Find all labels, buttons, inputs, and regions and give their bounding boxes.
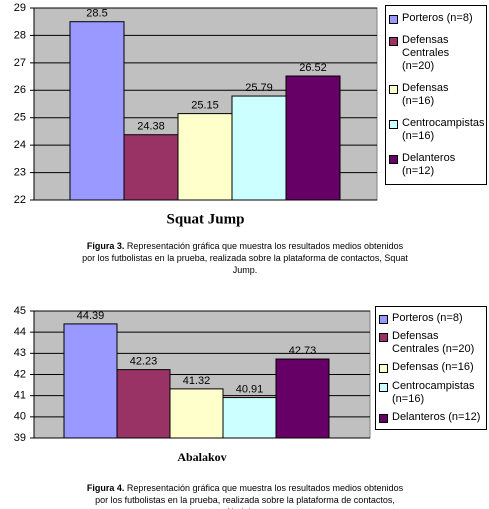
value-label: 42.73 [289, 345, 317, 357]
chart-title: Squat Jump [167, 211, 245, 227]
bar [231, 95, 287, 201]
legend-item: Centrocampistas (n=16) [389, 116, 485, 143]
legend-item: Porteros (n=8) [379, 312, 483, 325]
value-label: 44.39 [77, 310, 105, 322]
legend-swatch [389, 37, 398, 47]
value-label: 25.79 [245, 82, 273, 94]
value-label: 41.32 [183, 375, 211, 387]
legend-item: Delanteros (n=12) [379, 411, 483, 424]
legend-label: Centrocampistas (n=16) [392, 379, 475, 405]
y-tick-label: 45 [14, 305, 26, 317]
y-tick-label: 28 [14, 29, 26, 41]
y-tick-label: 42 [14, 368, 26, 380]
legend-item: Defensas Centrales (n=20) [379, 330, 483, 356]
value-label: 42.23 [130, 356, 158, 368]
y-tick-label: 25 [14, 112, 26, 124]
legend-swatch [389, 119, 398, 129]
legend-item: Defensas Centrales (n=20) [389, 34, 483, 73]
legend-swatch [379, 364, 388, 374]
legend-label: Centrocampistas (n=16) [402, 116, 485, 142]
legend-item: Defensas (n=16) [389, 82, 483, 108]
legend-swatch [379, 414, 388, 424]
bar [285, 75, 341, 201]
bar [275, 358, 330, 439]
legend-label: Defensas Centrales (n=20) [392, 330, 475, 356]
y-tick-label: 39 [14, 432, 26, 444]
bar [177, 113, 233, 201]
legend-label: Defensas Centrales (n=20) [402, 34, 450, 73]
y-tick-label: 22 [14, 194, 26, 206]
chart-title: Abalakov [177, 450, 226, 464]
legend-item: Centrocampistas (n=16) [379, 380, 483, 406]
caption-text: Representación gráfica que muestra los r… [95, 483, 404, 509]
bar [69, 21, 125, 201]
value-label: 40.91 [236, 383, 264, 395]
y-tick-label: 23 [14, 166, 26, 178]
legend: Porteros (n=8) Defensas Centrales (n=20) D… [375, 306, 487, 430]
legend-label: Porteros (n=8) [392, 311, 463, 324]
y-tick-label: 29 [14, 2, 26, 14]
y-tick-label: 27 [14, 57, 26, 69]
legend-swatch [389, 15, 398, 25]
legend-item: Delanteros (n=12) [389, 152, 483, 178]
legend-label: Delanteros (n=12) [402, 151, 456, 177]
legend-label: Delanteros (n=12) [392, 411, 481, 424]
legend-swatch [389, 84, 398, 94]
y-tick-label: 41 [14, 390, 26, 402]
y-tick-label: 26 [14, 84, 26, 96]
legend-swatch [379, 382, 388, 392]
value-label: 26.52 [299, 62, 327, 74]
caption-text: Representación gráfica que muestra los r… [82, 241, 408, 275]
caption-label: Figura 3. [86, 241, 125, 251]
legend-swatch [389, 154, 398, 164]
legend: Porteros (n=8) Defensas Centrales (n=20) D… [385, 5, 487, 185]
y-tick-label: 40 [14, 411, 26, 423]
value-label: 24.38 [137, 121, 165, 133]
legend-item: Porteros (n=8) [389, 12, 483, 25]
legend-swatch [379, 333, 388, 343]
legend-item: Defensas (n=16) [379, 361, 483, 374]
value-label: 28.5 [86, 8, 107, 20]
legend-label: Porteros (n=8) [402, 12, 473, 25]
bar [169, 388, 224, 439]
y-tick-label: 43 [14, 347, 26, 359]
value-label: 25.15 [191, 100, 219, 112]
legend-swatch [379, 314, 388, 324]
caption: Figura 4. Representación gráfica que mue… [80, 482, 410, 509]
y-tick-label: 44 [14, 326, 26, 338]
legend-label: Defensas (n=16) [402, 81, 449, 107]
y-tick-label: 24 [14, 139, 26, 151]
bar [63, 323, 118, 439]
bar [116, 369, 171, 439]
legend-label: Defensas (n=16) [392, 361, 474, 374]
bar [222, 397, 277, 439]
bar [123, 134, 179, 201]
caption-label: Figura 4. [86, 483, 125, 493]
caption: Figura 3. Representación gráfica que mue… [80, 240, 410, 276]
